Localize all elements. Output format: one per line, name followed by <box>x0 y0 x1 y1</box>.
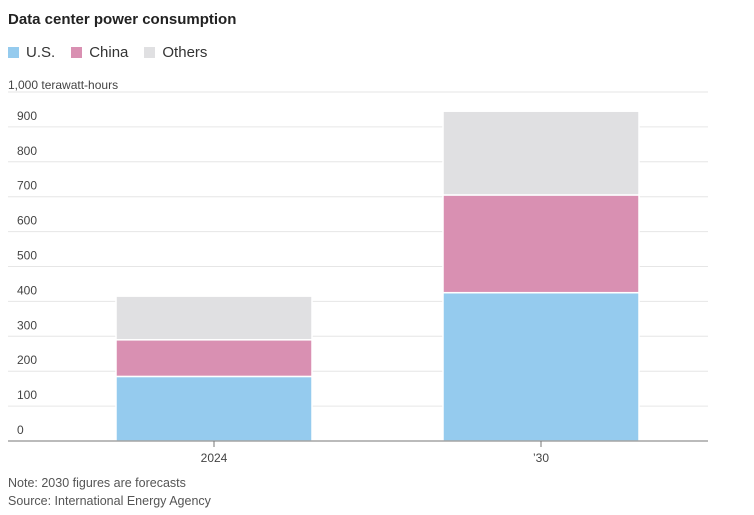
legend-swatch-others <box>144 47 156 58</box>
source-text: Source: International Energy Agency <box>8 494 211 508</box>
stacked-bar-chart: 0 100 200 300 400 500 600 700 800 900 1,000 terawa… <box>8 78 708 465</box>
legend-swatch-china <box>71 47 83 58</box>
bar-segment-others <box>442 110 640 196</box>
bar-segment-china <box>115 339 313 378</box>
legend-item-others: Others <box>144 44 207 61</box>
x-tick-label: ’30 <box>533 451 549 465</box>
legend-label-others: Others <box>162 44 208 61</box>
legend-swatch-us <box>8 47 19 58</box>
y-tick-label: 900 <box>17 109 37 123</box>
y-tick-label: 0 <box>17 423 24 437</box>
bar-segment-china <box>442 194 640 294</box>
legend-item-us: U.S. <box>8 44 55 61</box>
note-text: Note: 2030 figures are forecasts <box>8 476 186 490</box>
x-tick-label: 2024 <box>201 451 228 465</box>
bar-segment-us <box>442 291 640 442</box>
bar-segment-others <box>115 295 313 341</box>
legend: U.S. China Others <box>8 44 223 61</box>
y-tick-label: 800 <box>17 144 37 158</box>
y-tick-label: 200 <box>17 353 37 367</box>
legend-label-us: U.S. <box>26 44 56 61</box>
legend-item-china: China <box>71 44 128 61</box>
chart-title: Data center power consumption <box>8 11 237 28</box>
bar-segment-us <box>115 375 313 442</box>
y-tick-label: 500 <box>17 249 37 263</box>
y-tick-label: 600 <box>17 214 37 228</box>
y-unit-label: 1,000 terawatt-hours <box>8 78 118 92</box>
y-tick-label: 100 <box>17 388 37 402</box>
y-tick-label: 700 <box>17 179 37 193</box>
legend-label-china: China <box>89 44 129 61</box>
y-tick-label: 400 <box>17 283 37 297</box>
y-tick-label: 300 <box>17 318 37 332</box>
